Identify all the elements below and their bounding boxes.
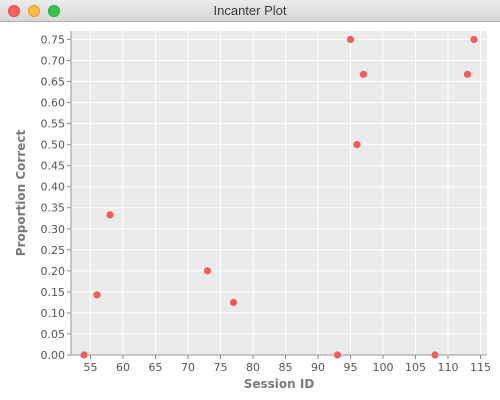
data-point	[431, 351, 439, 359]
y-tick-label: 0.25	[41, 244, 66, 257]
data-point	[359, 70, 368, 78]
data-point	[346, 35, 355, 44]
chart-area: 55 60 65 70 75 80 85 90 95 100 105 110 115 0.00 0.05 0.…	[0, 22, 500, 400]
y-tick-label: 0.45	[41, 160, 66, 173]
y-tick-label: 0.10	[41, 307, 66, 320]
zoom-window-button[interactable]	[48, 5, 60, 17]
x-tick-label: 115	[470, 361, 491, 374]
window-title: Incanter Plot	[213, 3, 287, 18]
title-bar[interactable]: Incanter Plot	[0, 0, 500, 22]
x-tick-label: 70	[181, 361, 195, 374]
minimize-window-button[interactable]	[28, 5, 40, 17]
y-tick-label: 0.15	[41, 286, 66, 299]
x-tick-label: 105	[405, 361, 426, 374]
y-tick-label: 0.65	[41, 75, 66, 88]
x-tick-label: 85	[279, 361, 293, 374]
x-tick-label: 110	[438, 361, 459, 374]
x-tick-label: 80	[246, 361, 260, 374]
y-tick-label: 0.30	[41, 223, 66, 236]
data-point	[203, 267, 212, 275]
data-point	[106, 211, 114, 219]
x-tick-label: 60	[116, 361, 130, 374]
y-tick-label: 0.35	[41, 202, 66, 215]
scatter-chart: 55 60 65 70 75 80 85 90 95 100 105 110 115 0.00 0.05 0.…	[14, 31, 491, 391]
y-axis-title: Proportion Correct	[14, 130, 28, 257]
data-point	[353, 141, 361, 149]
x-tick-label: 90	[311, 361, 325, 374]
close-window-button[interactable]	[8, 5, 20, 17]
data-point	[463, 70, 472, 78]
data-point	[333, 351, 342, 359]
x-tick-label: 95	[344, 361, 358, 374]
y-tick-label: 0.55	[41, 118, 66, 131]
y-tick-label: 0.40	[41, 181, 66, 194]
data-point	[93, 291, 101, 299]
axes: 55 60 65 70 75 80 85 90 95 100 105 110 115 0.00 0.05 0.…	[41, 31, 491, 374]
data-point	[229, 298, 238, 307]
x-tick-label: 55	[84, 361, 98, 374]
x-axis-title: Session ID	[244, 377, 315, 391]
y-tick-label: 0.05	[41, 328, 66, 341]
x-tick-label: 65	[149, 361, 163, 374]
y-tick-label: 0.70	[41, 54, 66, 67]
y-tick-label: 0.50	[41, 139, 66, 152]
y-tick-label: 0.75	[41, 33, 66, 46]
x-tick-label: 75	[214, 361, 228, 374]
x-tick-label: 100	[373, 361, 394, 374]
y-tick-label: 0.60	[41, 97, 66, 110]
y-tick-label: 0.00	[41, 349, 66, 362]
y-tick-label: 0.20	[41, 265, 66, 278]
data-point	[80, 351, 88, 359]
plot-background	[71, 31, 487, 355]
data-point	[470, 35, 478, 44]
data-points	[80, 35, 478, 359]
